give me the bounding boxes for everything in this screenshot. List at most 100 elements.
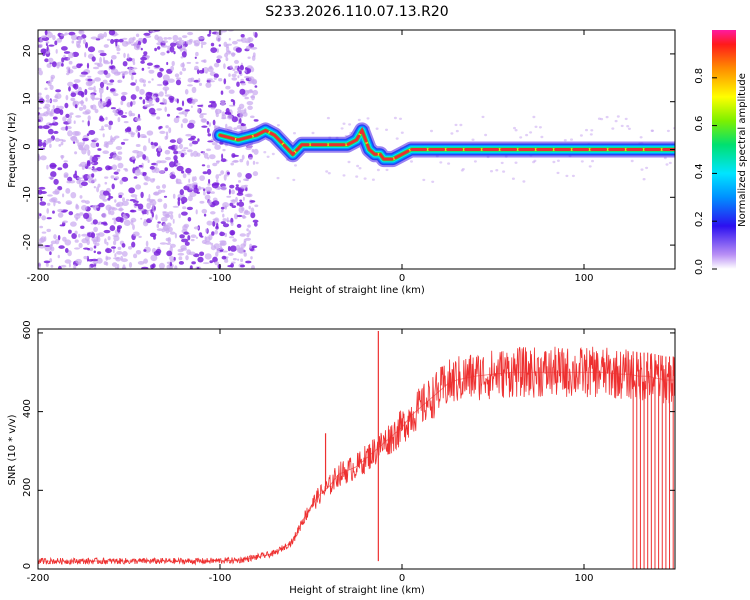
noise-speck: [156, 116, 161, 120]
noise-speck: [112, 93, 119, 97]
noise-speck: [246, 45, 251, 50]
noise-speck: [240, 123, 246, 127]
noise-speck: [61, 57, 65, 63]
noise-speck: [96, 235, 99, 243]
noise-speck: [73, 120, 76, 124]
noise-speck: [216, 48, 219, 53]
noise-speck: [185, 255, 189, 261]
noise-speck: [311, 131, 315, 135]
noise-speck: [187, 195, 193, 202]
noise-speck: [141, 266, 149, 269]
noise-speck: [80, 71, 88, 75]
noise-speck: [111, 246, 116, 249]
noise-speck: [117, 80, 120, 83]
noise-speck: [239, 88, 246, 95]
noise-speck: [44, 58, 49, 63]
noise-speck: [143, 182, 148, 186]
noise-speck: [224, 205, 227, 209]
noise-speck: [87, 149, 91, 156]
noise-speck: [102, 79, 108, 85]
noise-speck: [229, 202, 234, 207]
noise-speck: [141, 67, 145, 71]
noise-speck: [157, 198, 163, 203]
noise-speck: [111, 55, 117, 60]
noise-speck: [206, 78, 213, 81]
noise-speck: [169, 174, 176, 180]
noise-speck: [127, 53, 130, 59]
noise-speck: [212, 256, 218, 263]
spectrogram-noise: [38, 30, 675, 269]
noise-speck: [178, 261, 184, 265]
noise-speck: [93, 85, 96, 91]
noise-speck: [243, 178, 249, 181]
noise-speck: [167, 226, 173, 233]
noise-speck: [179, 143, 183, 150]
noise-speck: [87, 46, 96, 53]
noise-speck: [178, 213, 181, 219]
noise-speck: [184, 89, 189, 95]
ridge-core: [218, 126, 675, 161]
noise-speck: [114, 176, 120, 180]
noise-speck: [371, 178, 375, 181]
noise-speck: [58, 265, 62, 269]
noise-speck: [84, 52, 87, 58]
noise-speck: [209, 80, 215, 83]
noise-speck: [202, 68, 205, 74]
spectrogram-x-tick-label: -100: [209, 273, 232, 284]
noise-speck: [46, 107, 50, 111]
noise-speck: [167, 37, 172, 40]
noise-speck: [184, 109, 190, 112]
noise-speck: [62, 220, 68, 224]
noise-speck: [121, 72, 126, 77]
noise-speck: [213, 77, 217, 80]
noise-speck: [229, 184, 235, 189]
noise-speck: [68, 60, 73, 65]
noise-speck: [157, 221, 161, 224]
noise-speck: [165, 82, 169, 85]
noise-speck: [208, 30, 212, 35]
noise-speck: [68, 211, 74, 216]
noise-speck: [183, 223, 190, 228]
noise-speck: [132, 61, 136, 66]
noise-speck: [78, 242, 83, 249]
noise-speck: [118, 194, 123, 199]
noise-speck: [665, 163, 669, 166]
noise-speck: [165, 156, 171, 161]
noise-speck: [123, 138, 129, 141]
noise-speck: [61, 210, 67, 213]
noise-speck: [87, 81, 93, 86]
noise-speck: [94, 108, 99, 114]
noise-speck: [175, 182, 183, 185]
noise-speck: [170, 65, 175, 71]
noise-speck: [55, 89, 61, 93]
noise-speck: [97, 251, 102, 255]
noise-speck: [247, 224, 251, 228]
noise-speck: [117, 117, 121, 123]
noise-speck: [201, 164, 206, 167]
noise-speck: [251, 94, 255, 101]
noise-speck: [513, 126, 516, 130]
noise-speck: [143, 51, 148, 56]
noise-speck: [183, 147, 189, 150]
noise-speck: [135, 129, 139, 133]
noise-speck: [102, 150, 109, 154]
spectrogram-x-ticks: -200 -100 0 100: [27, 30, 594, 284]
noise-speck: [80, 181, 88, 187]
noise-speck: [385, 128, 388, 131]
noise-speck: [540, 135, 544, 139]
noise-speck: [220, 209, 224, 213]
noise-speck: [207, 33, 211, 37]
noise-speck: [150, 178, 155, 183]
noise-speck: [228, 236, 235, 239]
noise-speck: [208, 122, 212, 127]
noise-speck: [67, 81, 74, 87]
noise-speck: [77, 142, 85, 148]
noise-speck: [243, 240, 247, 247]
noise-speck: [210, 242, 214, 246]
noise-speck: [130, 74, 134, 81]
noise-speck: [231, 189, 235, 195]
noise-speck: [120, 141, 126, 145]
noise-speck: [181, 51, 187, 58]
spectrogram-x-tick-label: 100: [574, 273, 593, 284]
noise-speck: [130, 67, 138, 70]
